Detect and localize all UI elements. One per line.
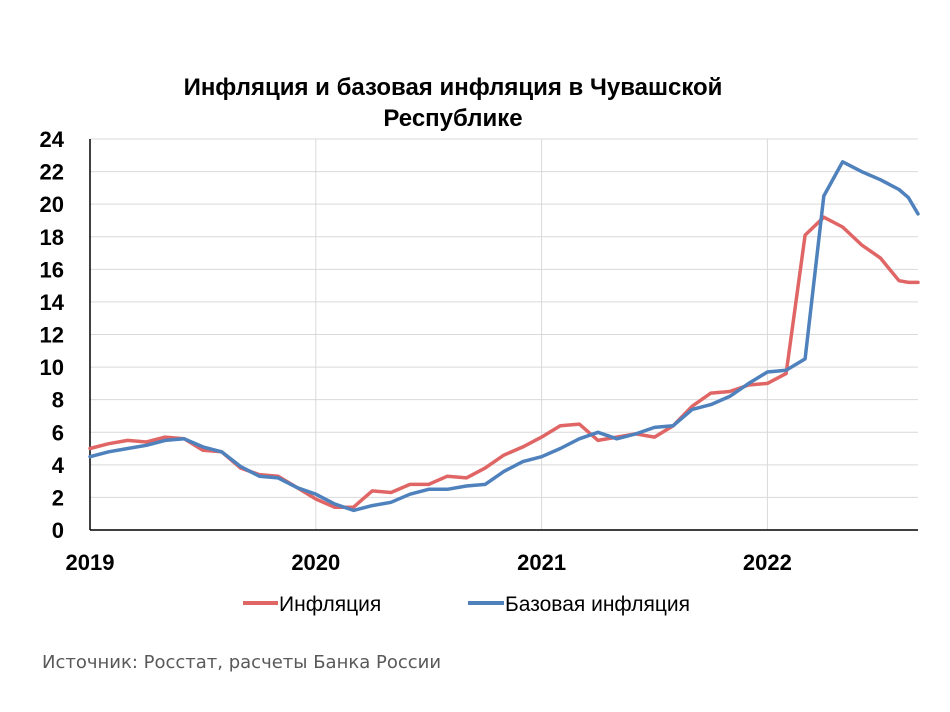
x-tick-label: 2019 (66, 550, 115, 575)
chart-title-line-1: Инфляция и базовая инфляция в Чувашской (184, 74, 723, 101)
y-tick-label: 0 (52, 518, 64, 543)
y-tick-label: 12 (40, 323, 64, 348)
y-tick-label: 18 (40, 225, 64, 250)
y-tick-label: 22 (40, 160, 64, 185)
chart-title-line-2: Республике (383, 105, 522, 132)
y-tick-label: 10 (40, 355, 64, 380)
y-tick-label: 14 (40, 290, 65, 315)
y-tick-label: 4 (52, 453, 65, 478)
chart-title: Инфляция и базовая инфляция в Чувашской … (184, 74, 723, 132)
series-line-core-inflation (88, 160, 920, 513)
y-tick-label: 20 (40, 192, 64, 217)
y-tick-label: 2 (52, 485, 64, 510)
x-tick-label: 2022 (743, 550, 792, 575)
y-tick-label: 6 (52, 420, 64, 445)
legend-label-inflation: Инфляция (279, 593, 381, 616)
x-tick-label: 2021 (517, 550, 566, 575)
legend-label-core-inflation: Базовая инфляция (505, 593, 690, 616)
y-tick-label: 24 (40, 127, 65, 152)
y-tick-label: 8 (52, 388, 64, 413)
x-tick-label: 2020 (291, 550, 340, 575)
series-line-inflation (88, 215, 920, 509)
source-note: Источник: Росстат, расчеты Банка России (42, 652, 442, 673)
y-tick-label: 16 (40, 257, 64, 282)
legend: Инфляция Базовая инфляция (243, 593, 690, 616)
